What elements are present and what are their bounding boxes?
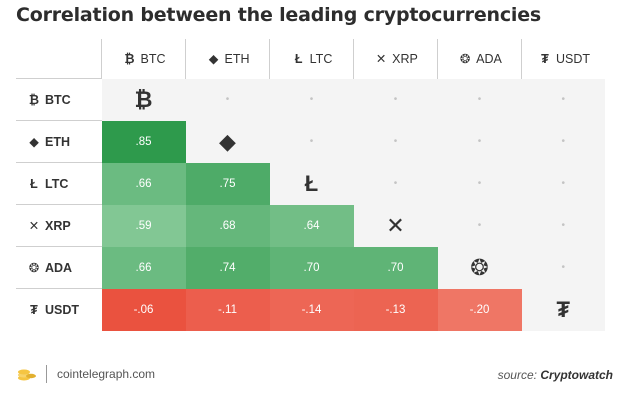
empty-cell: • — [437, 120, 522, 163]
matrix-row-ltc: Ł LTC .66.75 Ł • • • — [16, 162, 605, 205]
correlation-cell-usdt-ltc: -.14 — [269, 288, 354, 331]
empty-cell: • — [353, 120, 438, 163]
diagonal-cell-btc: ₿ — [101, 78, 186, 121]
corner-cell — [16, 39, 102, 79]
empty-cell: • — [521, 204, 605, 247]
diagonal-cell-xrp: ✕ — [353, 204, 438, 247]
footer-source-prefix: source: — [497, 368, 541, 382]
correlation-cell-xrp-ltc: .64 — [269, 204, 354, 247]
ethereum-icon: ◆ — [219, 128, 236, 154]
row-header-usdt: ₮ USDT — [16, 288, 102, 331]
row-header-label: USDT — [45, 302, 80, 317]
correlation-cell-ada-xrp: .70 — [353, 246, 438, 289]
xrp-icon: ✕ — [375, 52, 387, 67]
column-header-ada: ❂ ADA — [437, 39, 522, 79]
footer-separator — [46, 365, 47, 383]
empty-cell: • — [437, 204, 522, 247]
column-header-xrp: ✕ XRP — [353, 39, 438, 79]
bitcoin-icon: ₿ — [28, 92, 40, 107]
tether-icon: ₮ — [541, 51, 549, 66]
diagonal-cell-usdt: ₮ — [521, 288, 605, 331]
empty-cell: • — [269, 120, 354, 163]
tether-icon: ₮ — [30, 302, 38, 317]
row-header-label: ETH — [45, 135, 70, 149]
column-header-usdt: ₮ USDT — [521, 39, 605, 79]
correlation-cell-usdt-xrp: -.13 — [353, 288, 438, 331]
matrix-row-usdt: ₮ USDT -.06 -.11 -.14 -.13 -.20 ₮ — [16, 288, 605, 331]
empty-cell: • — [521, 162, 605, 205]
row-header-label: LTC — [45, 176, 69, 191]
row-header-ltc: Ł LTC — [16, 162, 102, 205]
empty-cell: • — [521, 78, 605, 121]
ethereum-icon: ◆ — [208, 52, 219, 67]
correlation-cell-ltc-btc: .66 — [101, 162, 186, 205]
matrix-row-xrp: ✕ XRP .59.68.64 ✕ • • — [16, 204, 605, 247]
correlation-cell-xrp-eth: .68 — [185, 204, 270, 247]
matrix-row-eth: ◆ ETH .85 ◆ • • • • — [16, 120, 605, 163]
empty-cell: • — [353, 162, 438, 205]
diagonal-cell-ltc: Ł — [269, 162, 354, 205]
empty-cell: • — [437, 162, 522, 205]
footer-site: cointelegraph.com — [57, 367, 156, 381]
cardano-icon: ❂ — [28, 261, 40, 275]
correlation-cell-usdt-btc: -.06 — [101, 288, 186, 331]
empty-cell: • — [437, 78, 522, 121]
column-header-label: BTC — [140, 51, 166, 66]
correlation-cell-ada-ltc: .70 — [269, 246, 354, 289]
row-header-xrp: ✕ XRP — [16, 204, 102, 247]
column-header-row: ₿ BTC ◆ ETH Ł LTC ✕ XRP ❂ ADA ₮ USDT — [16, 39, 605, 79]
cardano-icon: ❂ — [470, 254, 489, 280]
xrp-icon: ✕ — [386, 212, 405, 238]
correlation-cell-eth-btc: .85 — [101, 120, 186, 163]
ethereum-icon: ◆ — [29, 135, 39, 149]
empty-cell: • — [521, 246, 605, 289]
correlation-cell-usdt-ada: -.20 — [437, 288, 522, 331]
matrix-body: ₿ BTC ₿ • • • • • ◆ ETH .85 ◆ • • • • Ł LTC .66.75 Ł • • • ✕ XRP… — [16, 78, 605, 331]
matrix-row-btc: ₿ BTC ₿ • • • • • — [16, 78, 605, 121]
correlation-cell-usdt-eth: -.11 — [185, 288, 270, 331]
matrix-row-ada: ❂ ADA .66.74.70.70 ❂ • — [16, 246, 605, 289]
column-header-ltc: Ł LTC — [269, 39, 354, 79]
xrp-icon: ✕ — [28, 219, 40, 233]
row-header-label: ADA — [45, 261, 73, 275]
column-header-label: USDT — [555, 51, 591, 66]
diagonal-cell-ada: ❂ — [437, 246, 522, 289]
litecoin-icon: Ł — [304, 170, 319, 196]
row-header-ada: ❂ ADA — [16, 246, 102, 289]
row-header-eth: ◆ ETH — [16, 120, 102, 163]
footer-source: source: Cryptowatch — [498, 368, 613, 382]
row-header-btc: ₿ BTC — [16, 78, 102, 121]
correlation-matrix: ₿ BTC ◆ ETH Ł LTC ✕ XRP ❂ ADA ₮ USDT ₿ BTC ₿ • • • • • ◆ ETH… — [16, 39, 605, 331]
column-header-label: LTC — [309, 51, 333, 66]
footer-source-name: Cryptowatch — [540, 368, 613, 382]
litecoin-icon: Ł — [30, 176, 38, 191]
bitcoin-icon: ₿ — [134, 86, 153, 112]
row-header-label: XRP — [45, 219, 71, 233]
cardano-icon: ❂ — [459, 52, 471, 67]
correlation-cell-xrp-btc: .59 — [101, 204, 186, 247]
column-header-label: ADA — [476, 52, 502, 67]
correlation-cell-ada-btc: .66 — [101, 246, 186, 289]
column-header-eth: ◆ ETH — [185, 39, 270, 79]
cointelegraph-logo-icon — [18, 369, 36, 381]
column-header-label: ETH — [224, 52, 250, 67]
correlation-cell-ltc-eth: .75 — [185, 162, 270, 205]
empty-cell: • — [269, 78, 354, 121]
chart-title: Correlation between the leading cryptocu… — [16, 4, 542, 26]
tether-icon: ₮ — [556, 296, 570, 322]
empty-cell: • — [353, 78, 438, 121]
empty-cell: • — [521, 120, 605, 163]
bitcoin-icon: ₿ — [124, 51, 135, 66]
diagonal-cell-eth: ◆ — [185, 120, 270, 163]
correlation-cell-ada-eth: .74 — [185, 246, 270, 289]
column-header-btc: ₿ BTC — [101, 39, 186, 79]
empty-cell: • — [185, 78, 270, 121]
row-header-label: BTC — [45, 92, 71, 107]
column-header-label: XRP — [392, 52, 418, 67]
litecoin-icon: Ł — [294, 51, 303, 66]
